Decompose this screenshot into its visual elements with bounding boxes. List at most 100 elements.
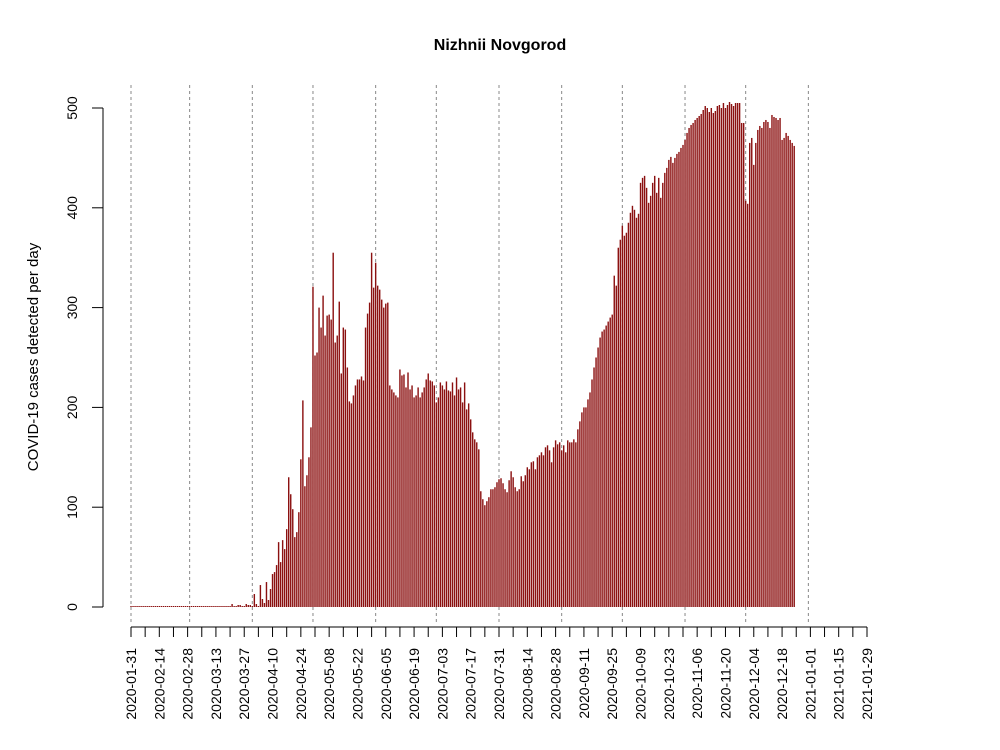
bar	[708, 111, 710, 607]
bar	[751, 137, 753, 607]
bar	[271, 574, 274, 607]
bar	[362, 380, 365, 607]
bar	[716, 106, 719, 607]
bar	[595, 357, 597, 607]
bar	[364, 327, 367, 607]
x-tick-label: 2020-10-23	[661, 648, 677, 720]
bar	[342, 327, 345, 607]
bar	[538, 455, 541, 607]
bar	[478, 449, 480, 607]
bar	[607, 321, 609, 607]
bar	[281, 540, 284, 607]
bar	[383, 307, 385, 607]
bar	[372, 287, 375, 607]
bar	[217, 606, 219, 607]
bar	[500, 478, 502, 607]
bar	[338, 301, 340, 607]
bar	[700, 113, 702, 607]
bar	[294, 537, 296, 607]
bar	[253, 594, 256, 607]
bar	[658, 177, 660, 608]
bar	[712, 112, 715, 608]
bar	[530, 462, 533, 607]
x-tick-label: 2020-07-17	[463, 648, 479, 720]
bar	[736, 103, 739, 607]
bar	[730, 104, 733, 608]
bar	[773, 116, 775, 608]
bar	[427, 373, 429, 607]
y-tick-label: 0	[64, 603, 80, 611]
bar	[777, 119, 779, 607]
bar	[465, 409, 468, 607]
bar	[166, 606, 169, 607]
bar	[684, 139, 686, 607]
bar	[150, 606, 152, 607]
bar	[718, 105, 721, 608]
bar	[611, 314, 613, 607]
bar	[435, 402, 438, 607]
bar	[783, 137, 785, 607]
bar	[308, 457, 310, 607]
x-tick-label: 2020-08-14	[519, 648, 535, 720]
bar	[625, 232, 628, 607]
bar	[771, 114, 773, 608]
bar	[486, 501, 488, 607]
bar	[476, 442, 478, 607]
bar	[168, 606, 171, 607]
bar	[397, 397, 399, 607]
bar	[348, 401, 351, 607]
bar	[201, 606, 203, 607]
bar	[552, 447, 555, 607]
bar	[583, 407, 585, 607]
bar	[322, 295, 324, 607]
bar	[393, 392, 395, 607]
y-tick-label: 200	[64, 396, 80, 420]
bar	[518, 489, 520, 607]
bar	[283, 549, 286, 607]
bar	[401, 375, 403, 607]
bar	[259, 585, 262, 607]
bar	[134, 606, 136, 607]
bar	[779, 117, 781, 607]
bar	[235, 606, 237, 607]
bar	[328, 314, 330, 607]
bar	[318, 307, 320, 607]
bar	[279, 562, 282, 607]
bar	[504, 489, 506, 607]
bar	[676, 153, 678, 607]
bar	[360, 376, 363, 607]
bar	[154, 606, 156, 607]
bar	[528, 469, 531, 607]
bar	[407, 372, 409, 607]
bar	[484, 505, 486, 607]
bar	[522, 481, 524, 607]
bar	[617, 247, 620, 607]
x-tick-label: 2020-03-27	[236, 648, 252, 720]
bar	[237, 605, 239, 607]
bar	[336, 335, 338, 607]
bar	[633, 209, 636, 607]
bar	[225, 606, 227, 607]
bar	[324, 335, 326, 607]
bar	[405, 387, 407, 607]
bar	[180, 606, 183, 607]
bar	[593, 367, 595, 607]
bar	[344, 329, 347, 607]
bar	[524, 475, 526, 607]
bar	[660, 197, 662, 607]
x-tick-label: 2020-05-08	[321, 648, 337, 720]
bar	[144, 606, 146, 607]
bar	[678, 151, 680, 608]
bar	[670, 156, 672, 608]
bar	[290, 494, 292, 607]
bar	[769, 127, 771, 608]
bar	[346, 367, 349, 607]
bar	[411, 385, 413, 607]
bar	[385, 303, 387, 607]
bar	[425, 379, 427, 607]
bar	[209, 606, 211, 607]
x-tick-label: 2021-01-01	[802, 648, 818, 720]
bar	[170, 606, 173, 607]
bar	[184, 606, 187, 607]
bar	[423, 387, 425, 607]
